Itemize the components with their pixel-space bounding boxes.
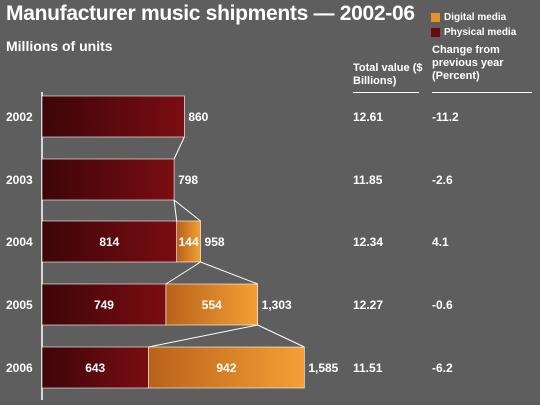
- tick-label-year: 2006: [6, 361, 33, 375]
- data-label-total: 958: [205, 235, 225, 249]
- table-cell-total-value: 12.34: [353, 235, 383, 249]
- table-cell-change: -0.6: [432, 298, 453, 312]
- tick-label-year: 2002: [6, 110, 33, 124]
- legend: Digital media Physical media: [431, 10, 516, 40]
- legend-label-physical: Physical media: [444, 27, 517, 38]
- data-label-physical: 814: [99, 235, 119, 249]
- bar-digital: [165, 283, 258, 326]
- connector-line: [165, 261, 201, 285]
- table-cell-total-value: 12.61: [353, 110, 383, 124]
- data-label-digital: 144: [179, 235, 199, 249]
- legend-item-physical: Physical media: [431, 25, 516, 40]
- connector-line: [173, 136, 185, 160]
- column-header-total-value: Total value ($ Billions): [353, 62, 423, 88]
- bar-physical: [41, 283, 167, 326]
- table-cell-change: -2.6: [432, 173, 453, 187]
- connector-line: [173, 199, 178, 222]
- legend-label-digital: Digital media: [444, 12, 507, 23]
- data-label-physical: 749: [94, 298, 114, 312]
- tick-label-year: 2005: [6, 298, 33, 312]
- table-cell-total-value: 11.85: [353, 173, 383, 187]
- legend-swatch-digital: [431, 13, 440, 22]
- data-label-digital: 942: [216, 361, 236, 375]
- column-header-change-label: Change from previous year (Percent): [432, 44, 504, 82]
- column-header-total-value-label: Total value ($ Billions): [353, 62, 423, 87]
- connector-line: [257, 324, 305, 348]
- chart-title: Manufacturer music shipments — 2002-06: [6, 2, 415, 25]
- table-cell-change: -6.2: [432, 361, 453, 375]
- column-rule-total-value: [353, 92, 419, 93]
- table-cell-change: 4.1: [432, 235, 449, 249]
- legend-item-digital: Digital media: [431, 10, 516, 25]
- column-rule-change: [432, 92, 532, 93]
- bar-digital: [148, 346, 305, 389]
- legend-swatch-physical: [431, 28, 440, 37]
- table-cell-change: -11.2: [432, 110, 459, 124]
- data-label-total: 860: [188, 110, 208, 124]
- bar-physical: [41, 158, 175, 201]
- bar-physical: [41, 220, 178, 263]
- chart-subtitle: Millions of units: [6, 38, 113, 54]
- table-cell-total-value: 11.51: [353, 361, 383, 375]
- data-label-total: 798: [178, 173, 198, 187]
- column-header-change: Change from previous year (Percent): [432, 44, 532, 83]
- connector-line: [148, 324, 258, 348]
- tick-label-year: 2003: [6, 173, 33, 187]
- bar-digital: [176, 220, 201, 263]
- tick-label-year: 2004: [6, 235, 33, 249]
- bar-physical: [41, 95, 185, 138]
- table-cell-total-value: 12.27: [353, 298, 383, 312]
- data-label-total: 1,585: [308, 361, 338, 375]
- connector-line: [200, 261, 258, 285]
- connector-line: [173, 199, 201, 222]
- data-label-digital: 554: [202, 298, 222, 312]
- data-label-physical: 643: [85, 361, 105, 375]
- data-label-total: 1,303: [262, 298, 292, 312]
- bar-physical: [41, 346, 149, 389]
